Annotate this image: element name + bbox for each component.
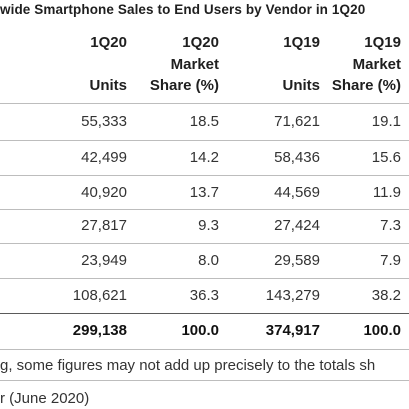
table-cell-1q19-share: 7.3 — [380, 217, 401, 234]
column-header-1q19-units: Units — [282, 77, 321, 94]
table-cell-1q19-units: 58,436 — [274, 149, 320, 166]
total-cell-1q20-share: 100.0 — [181, 322, 219, 339]
table-rule — [0, 313, 409, 314]
table-title: wide Smartphone Sales to End Users by Ve… — [0, 2, 366, 17]
table-cell-1q20-units: 40,920 — [81, 184, 127, 201]
table-cell-1q20-share: 13.7 — [189, 184, 219, 201]
column-header-1q20-share: 1Q20 — [182, 34, 219, 51]
table-cell-1q19-units: 29,589 — [274, 252, 320, 269]
table-cell-1q20-share: 8.0 — [198, 252, 219, 269]
column-header-1q19-units: 1Q19 — [283, 34, 320, 51]
table-rule — [0, 349, 409, 350]
table-cell-1q19-share: 19.1 — [371, 113, 401, 130]
table-cell-1q19-share: 11.9 — [372, 184, 401, 201]
table-rule — [0, 380, 409, 381]
table-cell-1q20-units: 108,621 — [72, 287, 127, 304]
table-cell-1q19-units: 44,569 — [274, 184, 320, 201]
column-header-1q19-share: 1Q19 — [364, 34, 401, 51]
column-header-1q19-share: Market — [352, 56, 401, 73]
table-cell-1q19-units: 143,279 — [265, 287, 320, 304]
table-cell-1q20-units: 23,949 — [81, 252, 127, 269]
table-rule — [0, 243, 409, 244]
table-cell-1q20-share: 18.5 — [189, 113, 219, 130]
column-header-1q19-share: Share (%) — [331, 77, 401, 94]
total-cell-1q19-share: 100.0 — [363, 322, 401, 339]
table-rule — [0, 103, 409, 104]
total-cell-1q20-units: 299,138 — [72, 322, 127, 339]
table-cell-1q19-share: 7.9 — [380, 252, 401, 269]
table-cell-1q19-share: 38.2 — [371, 287, 401, 304]
source-text: r (June 2020) — [0, 390, 90, 407]
table-cell-1q19-units: 71,621 — [274, 113, 320, 130]
table-cell-1q20-share: 9.3 — [198, 217, 219, 234]
table-cell-1q19-share: 15.6 — [371, 149, 401, 166]
total-cell-1q19-units: 374,917 — [265, 322, 320, 339]
table-rule — [0, 175, 409, 176]
column-header-1q20-units: Units — [89, 77, 128, 94]
table-cell-1q20-units: 55,333 — [81, 113, 127, 130]
table-cell-1q19-units: 27,424 — [274, 217, 320, 234]
column-header-1q20-share: Market — [170, 56, 219, 73]
footnote-text: g, some figures may not add up precisely… — [0, 357, 376, 374]
table-cell-1q20-units: 42,499 — [81, 149, 127, 166]
table-rule — [0, 140, 409, 141]
table-cell-1q20-units: 27,817 — [81, 217, 127, 234]
table-rule — [0, 278, 409, 279]
column-header-1q20-units: 1Q20 — [90, 34, 127, 51]
table-rule — [0, 209, 409, 210]
table-cell-1q20-share: 14.2 — [189, 149, 219, 166]
column-header-1q20-share: Share (%) — [149, 77, 219, 94]
table-cell-1q20-share: 36.3 — [189, 287, 219, 304]
